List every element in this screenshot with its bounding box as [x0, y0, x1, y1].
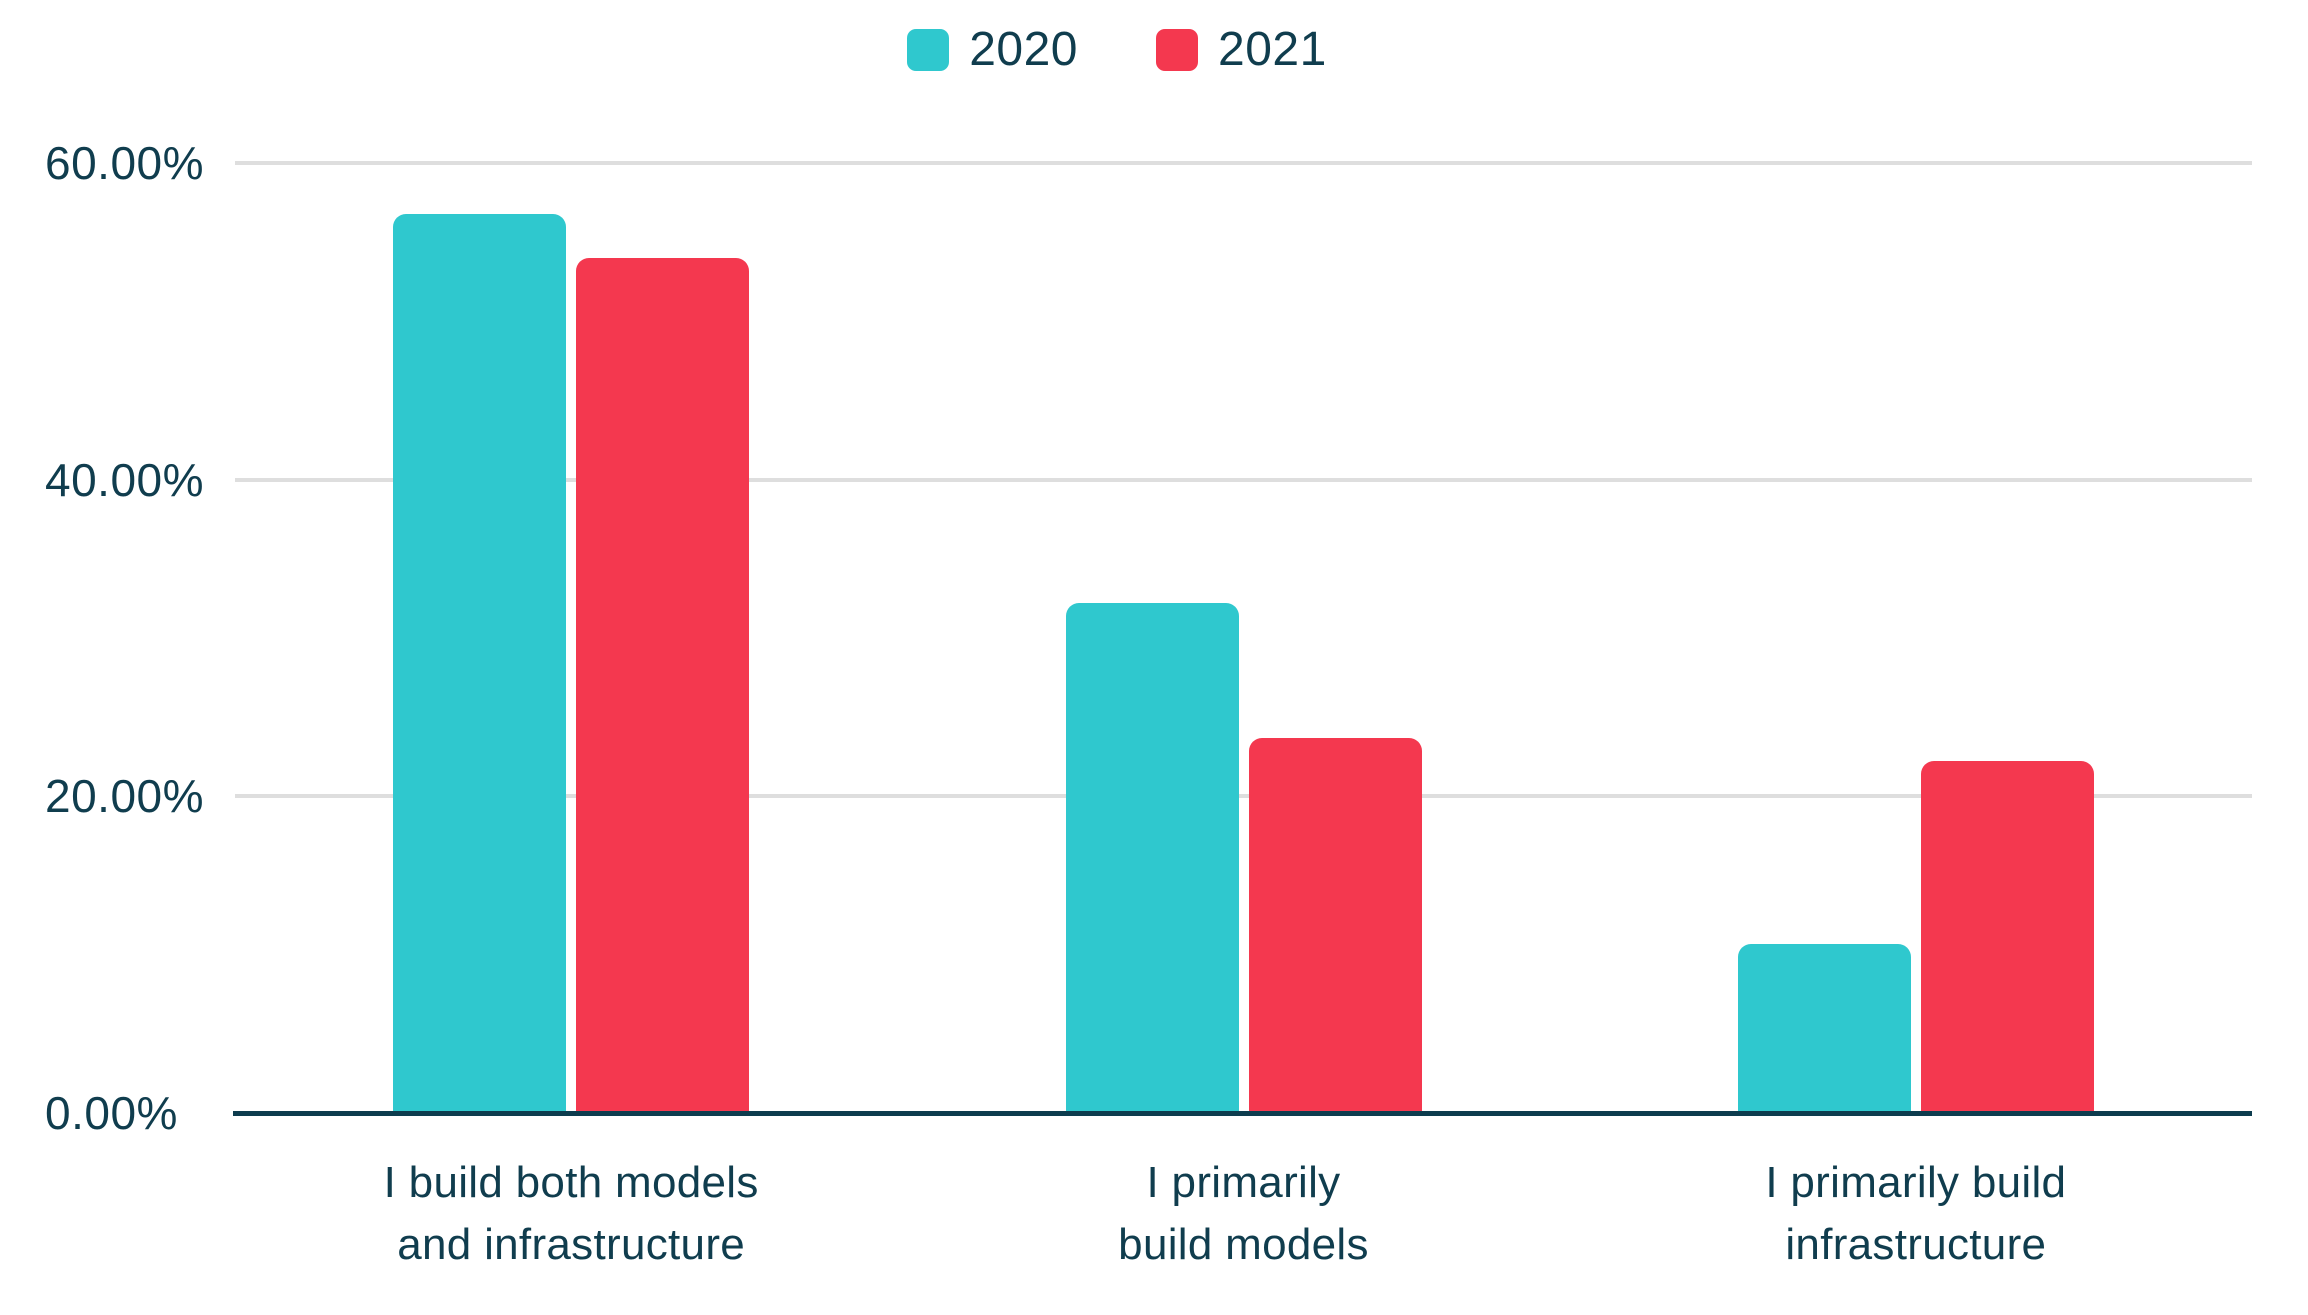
x-category-label-line: and infrastructure	[397, 1220, 746, 1269]
x-category-label-group3: I primarily build infrastructure	[1536, 1152, 2296, 1276]
bar-2021-group2[interactable]	[1248, 738, 1422, 1113]
bar-2021-group1[interactable]	[576, 258, 750, 1113]
x-category-label-group2: I primarily build models	[864, 1152, 1624, 1276]
legend-swatch-2021	[1156, 28, 1198, 71]
bar-2020-group2[interactable]	[1065, 603, 1239, 1113]
x-category-label-line: infrastructure	[1785, 1220, 2047, 1269]
x-category-label-line: build models	[1118, 1220, 1369, 1269]
bar-2020-group1[interactable]	[393, 214, 567, 1113]
legend-item-2020[interactable]: 2020	[907, 22, 1078, 77]
bar-2020-group3[interactable]	[1737, 944, 1911, 1113]
x-category-label-line: I primarily build	[1765, 1158, 2067, 1207]
legend-label-2021: 2021	[1218, 23, 1327, 76]
x-category-label-group1: I build both models and infrastructure	[191, 1152, 951, 1276]
gridline-40	[235, 477, 2252, 482]
bar-2021-group3[interactable]	[1920, 761, 2094, 1113]
x-axis-line	[233, 1111, 2252, 1116]
legend-swatch-2020	[907, 28, 950, 71]
x-category-label-line: I primarily	[1146, 1158, 1341, 1207]
chart-legend: 2020 2021	[0, 22, 2234, 77]
legend-item-2021[interactable]: 2021	[1156, 22, 1327, 77]
y-tick-label-60: 60.00%	[45, 137, 205, 189]
x-category-label-line: I build both models	[383, 1158, 759, 1207]
y-tick-label-20: 20.00%	[45, 770, 205, 823]
gridline-20	[235, 794, 2252, 799]
y-tick-label-40: 40.00%	[45, 453, 205, 506]
legend-label-2020: 2020	[969, 23, 1078, 76]
gridline-60	[235, 161, 2252, 165]
y-tick-label-0: 0.00%	[45, 1087, 178, 1139]
